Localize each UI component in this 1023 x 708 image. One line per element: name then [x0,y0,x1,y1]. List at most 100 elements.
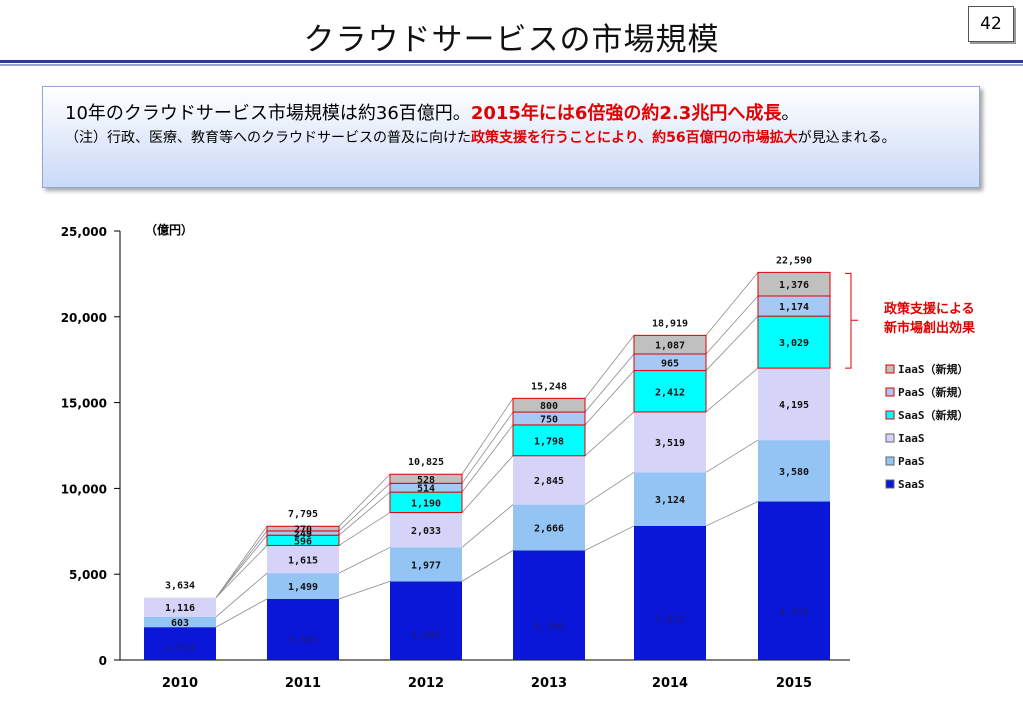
connector-line [705,439,759,473]
connector-line [461,411,514,484]
legend-swatch [885,387,895,397]
data-label: 1,798 [534,436,564,447]
legend-swatch [885,456,895,466]
data-label: 3,124 [655,495,685,506]
bar-segment-SaaS [634,525,706,660]
connector-line [584,472,635,505]
connector-line [338,483,391,532]
x-tick-label: 2011 [285,676,321,691]
data-label: 7,812 [655,614,685,625]
data-label: 596 [294,536,312,547]
bar-segment-IaaS [513,455,585,505]
connector-line [584,411,635,457]
connector-line [338,580,391,600]
data-label: 1,174 [779,302,809,313]
data-label: 750 [540,414,558,425]
bar-segment-IaaS [144,597,216,617]
connector-line [338,473,391,527]
data-label: 4,195 [779,400,809,411]
data-label: 514 [417,484,435,495]
bar-segment-IaaS（新規） [633,334,707,355]
y-tick-label: 10,000 [61,482,107,496]
bar-segment-SaaS（新規） [512,424,586,457]
bar-segment-IaaS（新規） [512,397,586,413]
connector-line [705,501,759,527]
bar-segment-SaaS [144,627,216,660]
legend-label: IaaS [898,432,925,445]
x-tick-label: 2015 [776,676,812,691]
stacked-bar-chart: 0 5,000 10,000 15,000 20,000 25,000 （億円） 1,914 6… [61,222,975,691]
connector-line [705,295,759,355]
data-label: 1,977 [411,560,441,571]
new-market-bracket [845,272,858,369]
summary-line-2: （注）行政、医療、教育等へのクラウドサービスの普及に向けた政策支援を行うことによ… [65,128,963,149]
bar-segment-IaaS [634,411,706,473]
summary-line-1: 10年のクラウドサービス市場規模は約36百億円。2015年には6倍強の約2.3兆… [65,99,963,125]
bar-segment-IaaS（新規） [757,271,831,297]
y-tick-label: 5,000 [69,568,107,582]
summary-line-2-end: が見込まれる。 [797,130,896,146]
legend-label: PaaS（新規） [898,385,969,399]
connector-line [215,526,268,598]
connector-line [338,512,391,546]
unit-label: （億円） [145,222,193,237]
connector-line [461,398,514,475]
data-label: 1,914 [165,643,195,654]
summary-line-2-text: （注）行政、医療、教育等へのクラウドサービスの普及に向けた [65,130,471,146]
data-label: 1,087 [655,341,685,352]
bar-segment-IaaS（新規） [389,473,463,484]
legend-label: SaaS（新規） [898,408,969,422]
connector-line [584,370,635,426]
total-label: 7,795 [288,509,318,520]
data-label: 1,190 [411,498,441,509]
bar-segment-SaaS（新規） [757,315,831,369]
connector-line [705,315,759,371]
annotation-line-1: 政策支援による [884,301,975,317]
summary-line-1-end: 。 [781,103,800,124]
bar-segment-PaaS [513,504,585,551]
legend-swatch [885,433,895,443]
legend-label: IaaS（新規） [898,362,969,376]
data-label: 9,235 [779,608,809,619]
x-tick-label: 2012 [408,676,444,691]
connector-line [461,550,514,582]
total-label: 22,590 [776,255,812,266]
connector-line [705,272,759,336]
connector-line [461,455,514,513]
data-label: 270 [294,525,312,536]
y-tick-label: 0 [99,654,107,668]
bar-segment-SaaS [513,550,585,660]
connector-line [461,504,514,548]
bar-segment-PaaS [758,440,830,502]
total-label: 3,634 [165,581,195,592]
connector-line [584,525,635,551]
data-label: 603 [171,618,189,629]
data-label: 1,116 [165,603,195,614]
total-label: 10,825 [408,457,444,468]
bar-segment-SaaS [758,501,830,660]
data-label: 3,563 [288,635,318,646]
summary-line-1-highlight: 2015年には6倍強の約2.3兆円へ成長 [470,103,782,124]
legend-label: SaaS [898,478,925,491]
data-label: 2,666 [534,523,564,534]
bar-segment-SaaS [390,581,462,660]
bar-segment-PaaS [634,472,706,526]
legend-swatch [885,410,895,420]
legend-swatch [885,479,895,489]
data-label: 2,412 [655,387,685,398]
title-rule-shadow [0,64,1023,66]
data-label: 3,580 [779,467,809,478]
y-tick-label: 15,000 [61,397,107,411]
y-tick-label: 25,000 [61,225,107,239]
data-label: 965 [661,358,679,369]
bar-segment-IaaS [390,512,462,548]
data-label: 1,376 [779,280,809,291]
title-rule [0,60,1023,63]
data-label: 2,033 [411,526,441,537]
slide-title: クラウドサービスの市場規模 [303,22,720,58]
summary-box: 10年のクラウドサービス市場規模は約36百億円。2015年には6倍強の約2.3兆… [42,86,980,188]
data-label: 800 [540,401,558,412]
bar-segment-PaaS [144,616,216,628]
legend-swatch [885,364,895,374]
bar-segment-IaaS [267,545,339,574]
